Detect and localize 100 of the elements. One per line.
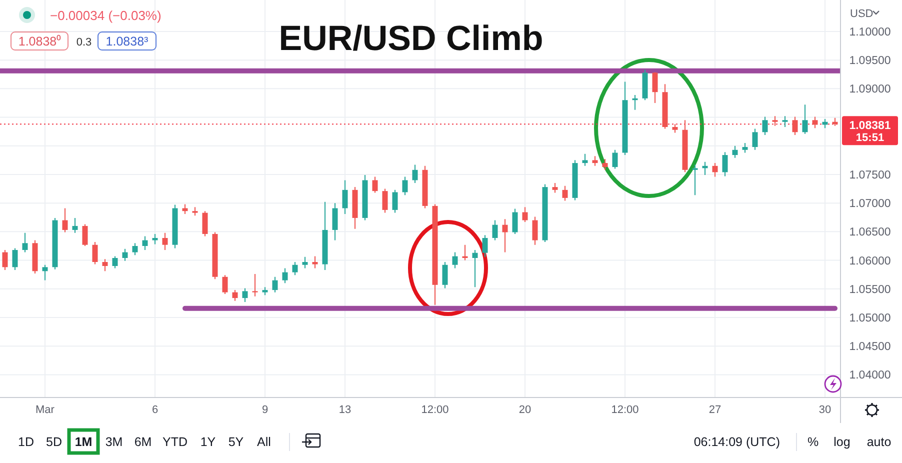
text: YTD — [162, 435, 188, 449]
x-tick-label: Mar — [36, 404, 55, 416]
text: 1M — [74, 435, 92, 449]
candlestick — [522, 206, 528, 222]
text: 5Y — [228, 435, 244, 449]
candlestick — [382, 188, 388, 214]
candlestick — [772, 116, 778, 126]
candlestick — [182, 204, 188, 214]
text: 3M — [105, 435, 123, 449]
text: 06:14:09 (UTC) — [694, 435, 780, 449]
text: EUR/USD Climb — [278, 19, 544, 58]
candlestick — [442, 261, 448, 289]
candlestick — [582, 153, 588, 166]
candlestick — [412, 164, 418, 184]
candlestick — [252, 274, 258, 297]
candlestick — [222, 274, 228, 295]
candlestick — [2, 249, 8, 271]
candlestick — [532, 216, 538, 246]
text: 6M — [134, 435, 152, 449]
candlestick — [552, 182, 558, 194]
candlestick — [392, 189, 398, 214]
x-tick-label: 27 — [708, 404, 722, 416]
candlestick — [812, 116, 818, 129]
y-tick-label: 1.06500 — [849, 226, 891, 239]
candlestick — [312, 256, 318, 269]
candlestick — [152, 233, 158, 245]
candlestick — [402, 176, 408, 196]
candlestick — [62, 208, 68, 233]
candlestick — [12, 248, 18, 271]
candlestick — [332, 202, 338, 241]
candlestick — [242, 288, 248, 303]
x-tick-label: 30 — [818, 404, 832, 416]
text: log — [834, 435, 850, 449]
candlestick — [512, 208, 518, 234]
candlestick — [122, 248, 128, 262]
candlestick — [602, 158, 608, 170]
annotation: 0.3 — [76, 36, 92, 48]
candlestick — [482, 234, 488, 258]
x-tick-label: 12:00 — [611, 404, 639, 416]
candlestick — [72, 217, 78, 234]
candlestick — [502, 218, 508, 253]
candlestick — [82, 224, 88, 246]
candlestick — [732, 145, 738, 158]
x-tick-label: 6 — [152, 404, 158, 416]
candlestick — [472, 249, 478, 288]
y-tick-label: 1.09000 — [849, 84, 891, 96]
candlestick — [272, 276, 278, 293]
candlestick — [782, 116, 788, 128]
y-tick-label: 1.07500 — [849, 169, 891, 182]
candlestick — [162, 232, 168, 250]
candlestick — [42, 264, 48, 281]
candlestick — [692, 164, 698, 196]
candlestick — [652, 72, 658, 104]
x-tick-label: 20 — [518, 404, 532, 416]
candlestick — [762, 116, 768, 136]
y-tick-label: 1.05500 — [849, 284, 891, 296]
text: % — [807, 435, 819, 449]
candlestick — [292, 261, 298, 276]
y-tick-label: 1.04500 — [849, 341, 891, 354]
candlestick — [102, 258, 108, 272]
candlestick — [792, 116, 798, 136]
candlestick — [112, 256, 118, 269]
y-tick-label: 1.09500 — [849, 55, 891, 68]
candlestick — [802, 104, 808, 134]
annotation: 1.0838³ — [106, 34, 148, 48]
y-tick-label: 1.06000 — [849, 255, 891, 268]
candlestick — [22, 232, 28, 253]
text: All — [257, 435, 271, 449]
candlestick — [202, 210, 208, 237]
text: 1D — [18, 435, 34, 449]
candlestick — [282, 268, 288, 284]
candlestick — [722, 152, 728, 177]
candlestick — [712, 162, 718, 178]
candlestick — [752, 128, 758, 150]
candlestick — [372, 176, 378, 194]
candlestick — [492, 220, 498, 241]
text: 1Y — [200, 435, 216, 449]
annotation: 1.0838⁰ — [18, 34, 62, 48]
candlestick — [612, 149, 618, 170]
text: auto — [866, 435, 892, 449]
text: 15:51 — [856, 132, 884, 144]
candlestick — [452, 252, 458, 269]
candlestick — [342, 180, 348, 214]
x-tick-label: 13 — [338, 404, 352, 416]
y-tick-label: 1.04000 — [849, 370, 891, 382]
ref-line-label: 1.08381 — [849, 120, 892, 132]
y-tick-label: 1.05000 — [849, 312, 891, 324]
x-tick-label: 12:00 — [421, 404, 449, 416]
y-tick-label: 1.10000 — [849, 26, 891, 38]
candlestick — [742, 142, 748, 154]
candlestick — [132, 242, 138, 256]
annotation: −0.00034 (−0.03%) — [50, 8, 162, 23]
candlestick — [232, 290, 238, 302]
y-axis-title: USD — [850, 8, 874, 20]
candlestick — [562, 185, 568, 202]
candlestick — [142, 236, 148, 250]
candlestick — [592, 156, 598, 166]
candlestick — [92, 241, 98, 265]
candlestick — [302, 256, 308, 269]
y-tick-label: 1.07000 — [849, 198, 891, 210]
